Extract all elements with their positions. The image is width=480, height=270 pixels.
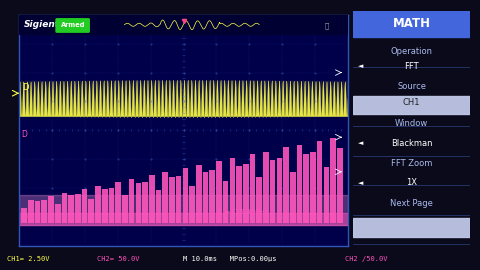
Bar <box>270 160 276 222</box>
Bar <box>324 167 329 222</box>
Bar <box>182 168 188 222</box>
Text: M 10.0ms   MPos:0.00μs: M 10.0ms MPos:0.00μs <box>183 255 276 262</box>
Text: FFT Zoom: FFT Zoom <box>391 159 432 168</box>
Bar <box>21 208 27 222</box>
Bar <box>203 171 208 222</box>
Bar <box>149 175 155 222</box>
Text: Source: Source <box>397 82 426 91</box>
Bar <box>156 190 161 222</box>
Bar <box>297 145 302 222</box>
Text: Blackman: Blackman <box>391 139 432 148</box>
Bar <box>317 140 323 222</box>
Bar <box>276 158 282 222</box>
Text: 1X: 1X <box>406 178 417 187</box>
Text: Sigient: Sigient <box>24 20 60 29</box>
Text: CH2= 50.0V: CH2= 50.0V <box>97 255 140 262</box>
Bar <box>353 218 470 237</box>
Text: ◄: ◄ <box>358 63 363 70</box>
Bar <box>142 182 148 222</box>
Text: D: D <box>21 214 27 222</box>
Text: ① =319.960Hz: ① =319.960Hz <box>216 209 269 215</box>
Bar <box>61 193 67 222</box>
Bar <box>135 184 141 222</box>
Text: ◄: ◄ <box>358 140 363 147</box>
Text: Next Page: Next Page <box>390 199 433 208</box>
Bar <box>88 199 94 222</box>
Bar <box>122 195 128 222</box>
Bar <box>263 151 269 222</box>
Bar <box>256 177 262 222</box>
Bar <box>176 176 181 222</box>
Bar <box>68 195 74 222</box>
Bar <box>236 166 242 222</box>
Bar <box>229 158 235 222</box>
Bar <box>41 200 47 222</box>
Bar <box>223 181 228 222</box>
Bar <box>82 189 87 222</box>
Bar <box>209 170 215 222</box>
Text: D: D <box>21 130 27 139</box>
Bar <box>115 182 121 222</box>
Bar <box>95 186 101 222</box>
Bar <box>353 96 470 114</box>
Text: Armed: Armed <box>60 22 85 28</box>
Bar <box>19 15 348 35</box>
Bar <box>250 154 255 222</box>
Bar <box>290 172 296 222</box>
Text: Window: Window <box>395 119 428 128</box>
Text: CH1: CH1 <box>403 99 420 107</box>
Bar <box>102 190 108 222</box>
Bar <box>216 161 222 222</box>
Text: MATH: MATH <box>393 17 431 30</box>
Bar <box>310 152 316 222</box>
Bar <box>129 179 134 222</box>
Bar <box>162 172 168 222</box>
Text: FFT: FFT <box>404 62 419 71</box>
Bar <box>108 188 114 222</box>
Bar <box>337 147 343 222</box>
FancyBboxPatch shape <box>56 19 89 32</box>
Bar <box>35 201 40 222</box>
Bar <box>55 204 60 222</box>
Bar <box>75 194 81 222</box>
Bar <box>330 138 336 222</box>
Bar <box>303 154 309 222</box>
Bar <box>196 165 202 222</box>
Text: 🔒: 🔒 <box>325 22 329 29</box>
Bar <box>28 200 34 222</box>
Bar <box>353 11 470 37</box>
Text: CH1= 2.50V: CH1= 2.50V <box>7 255 49 262</box>
Bar <box>189 185 195 222</box>
Bar <box>283 147 289 222</box>
Bar <box>48 195 54 222</box>
Text: D: D <box>23 83 29 92</box>
Text: ◄: ◄ <box>358 180 363 186</box>
Text: CH2 /50.0V: CH2 /50.0V <box>345 255 387 262</box>
Bar <box>169 177 175 222</box>
Text: Operation: Operation <box>391 47 432 56</box>
Bar <box>243 164 249 222</box>
